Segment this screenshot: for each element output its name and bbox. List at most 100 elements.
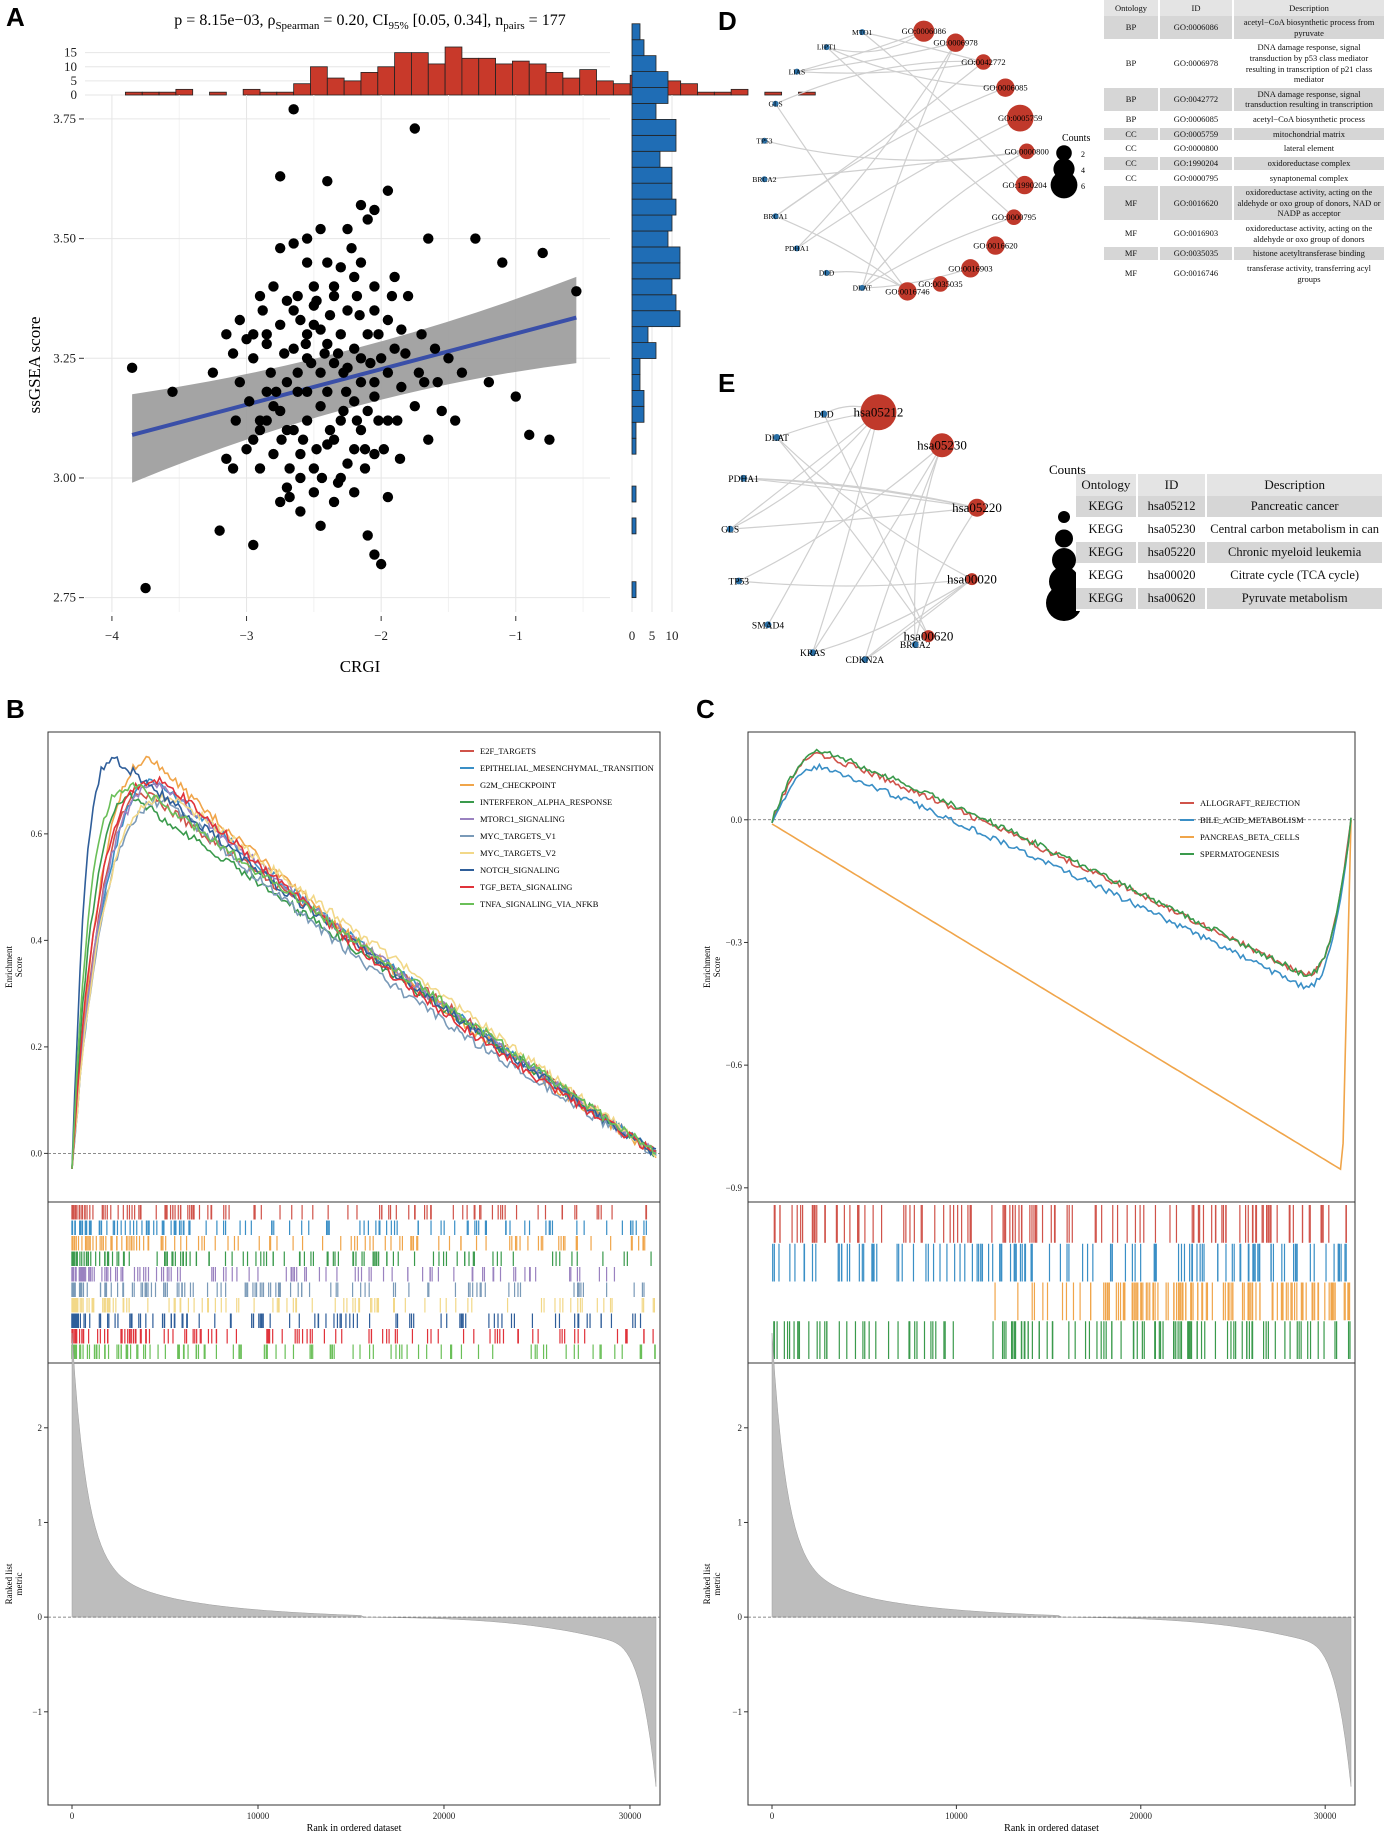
cell-ontology: MF [1104, 260, 1160, 288]
scatter-point [369, 281, 380, 292]
hist-bar [631, 198, 677, 216]
hist-bar [545, 72, 564, 96]
scatter-point [248, 539, 259, 551]
y-tick-label: 0 [738, 1612, 743, 1622]
scatter-point [207, 367, 219, 378]
scatter-point [355, 377, 367, 388]
enrichment-curve [771, 762, 1352, 990]
hist-bar [360, 72, 379, 96]
hist-tick-label: 5 [71, 73, 78, 88]
scatter-point [340, 386, 352, 397]
legend-label: 2 [1081, 150, 1085, 159]
scatter-point [322, 386, 333, 397]
hist-bar [596, 80, 614, 96]
enrichment-curve [71, 792, 657, 1169]
network-edge [764, 150, 1027, 180]
enrichment-curve [71, 755, 657, 1169]
x-tick-label: 0 [70, 1811, 75, 1821]
panel-a-scatter: p = 8.15e−03, ρSpearman = 0.20, CI95% [0… [25, 12, 816, 676]
scatter-point [140, 582, 151, 594]
term-node [1006, 209, 1022, 226]
cell-description: oxidoreductase activity, acting on the a… [1233, 221, 1386, 248]
scatter-point [328, 290, 340, 302]
scatter-point [281, 482, 293, 493]
hist-bar [631, 581, 637, 599]
regression-line [131, 315, 577, 437]
term-node-label: GO:0006086 [902, 26, 946, 36]
table-row: CC GO:1990204 oxidoreductase complex [1104, 155, 1386, 172]
hist-tick-label: 15 [64, 45, 77, 60]
scatter-point [369, 204, 380, 216]
scatter-point [355, 353, 367, 364]
cell-id: hsa00020 [1136, 564, 1208, 588]
gene-node [911, 641, 919, 648]
scatter-point [359, 444, 371, 455]
legend-label: ALLOGRAFT_REJECTION [1200, 798, 1300, 808]
y-tick-label: 0.0 [731, 815, 743, 825]
scatter-point [221, 329, 232, 340]
term-node [967, 498, 986, 517]
hist-bar [411, 52, 429, 96]
header-id: ID [1159, 0, 1234, 16]
cell-ontology: BP [1104, 112, 1160, 128]
scatter-point [274, 496, 286, 508]
term-node-label: GO:0000795 [992, 212, 1036, 222]
scatter-point [497, 257, 508, 268]
network-edge [776, 437, 929, 637]
y-tick-label: 1 [38, 1517, 43, 1527]
scatter-point [544, 434, 555, 445]
term-node [860, 394, 897, 431]
term-node-label: hsa05212 [854, 405, 904, 420]
hist-bar [631, 485, 637, 503]
hist-bar [631, 119, 677, 136]
table-row: MF GO:0016620 oxidoreductase activity, act… [1104, 185, 1386, 222]
cell-description: DNA damage response, signal transduction… [1233, 86, 1386, 114]
term-node [922, 630, 935, 643]
scatter-point [261, 415, 272, 426]
scatter-point [332, 477, 344, 488]
gene-node [820, 410, 828, 418]
scatter-point [483, 377, 495, 388]
cell-id: hsa05230 [1136, 518, 1208, 542]
scatter-point [382, 415, 394, 426]
term-node-label: GO:0000800 [1005, 146, 1049, 156]
scatter-point [346, 242, 357, 254]
cell-ontology: MF [1104, 221, 1160, 248]
hist-tick-label: 5 [649, 628, 656, 643]
gene-node-label: LIPT1 [817, 43, 837, 52]
scatter-point [354, 310, 365, 321]
hist-bar [631, 134, 677, 152]
hist-bar [495, 63, 513, 96]
hist-bar [798, 91, 816, 96]
panel-label-a: A [6, 2, 25, 32]
enrichment-curve [71, 791, 657, 1169]
scatter-point [413, 367, 425, 378]
gene-node [823, 44, 830, 51]
term-node [1018, 143, 1035, 160]
hist-bar [680, 83, 698, 96]
panel-b-gsea-plot: 0.0 0.2 0.4 0.6 EnrichmentScore E2F_TARGETS EP… [4, 731, 661, 1834]
scatter-point [571, 286, 582, 297]
network-edge [738, 578, 972, 587]
scatter-point [349, 487, 360, 498]
scatter-point [338, 367, 349, 378]
scatter-point [369, 305, 380, 316]
cell-description: DNA damage response, signal transduction… [1233, 40, 1386, 88]
scatter-point [409, 123, 421, 134]
network-edge [862, 31, 984, 63]
cell-ontology: KEGG [1076, 587, 1138, 611]
network-edge [775, 215, 908, 292]
scatter-point [308, 319, 320, 330]
scatter-point [328, 434, 340, 445]
legend-size-key [1055, 529, 1073, 548]
enrichment-curve [71, 796, 657, 1169]
hist-bar [631, 405, 645, 423]
legend-title: Counts [1062, 133, 1090, 144]
header-description: Description [1233, 0, 1386, 16]
scatter-point [227, 463, 239, 474]
scatter-point [265, 367, 276, 378]
hist-bar [343, 80, 362, 96]
scatter-point [402, 290, 414, 302]
cell-ontology: CC [1104, 141, 1160, 157]
